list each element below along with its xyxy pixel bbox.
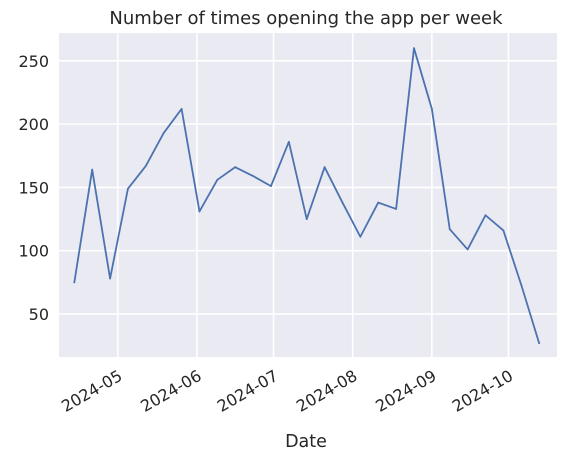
x-tick-label: 2024-05 (58, 366, 125, 416)
data-point (234, 166, 237, 169)
data-point (395, 208, 398, 210)
y-tick-labels: 50 100 150 200 250 (18, 52, 49, 324)
data-point (466, 248, 469, 251)
data-point (538, 342, 541, 344)
y-gridlines (59, 60, 557, 315)
y-tick-label: 150 (18, 178, 49, 197)
data-point (305, 218, 308, 220)
chart-title: Number of times opening the app per week (109, 8, 503, 29)
data-point (252, 175, 254, 177)
data-point (180, 108, 183, 110)
data-point (359, 235, 362, 238)
data-point (377, 201, 380, 204)
data-point (520, 283, 523, 286)
data-point (127, 187, 129, 190)
data-point (287, 140, 290, 143)
data-point (448, 228, 451, 231)
data-point (323, 166, 326, 169)
x-axis-label: Date (285, 432, 327, 452)
x-tick-labels: 2024-05 2024-06 2024-07 2024-08 2024-09 2024-… (58, 366, 516, 416)
x-tick-label: 2024-10 (449, 366, 516, 416)
data-point (413, 47, 415, 50)
y-tick-label: 200 (18, 115, 49, 134)
data-point (502, 229, 505, 232)
data-point (216, 178, 219, 181)
data-point (270, 185, 272, 188)
x-gridlines (116, 33, 510, 357)
data-point (341, 201, 344, 204)
x-tick-label: 2024-08 (293, 366, 360, 416)
data-point (430, 108, 433, 110)
data-point (109, 277, 111, 280)
data-point (198, 210, 201, 213)
data-point (484, 214, 487, 217)
data-point (91, 168, 94, 171)
data-point (73, 281, 76, 284)
y-tick-label: 250 (18, 52, 49, 71)
plot-background (59, 33, 557, 357)
series-layer (73, 47, 541, 344)
x-tick-label: 2024-07 (214, 366, 281, 416)
y-tick-label: 100 (18, 242, 49, 261)
x-tick-label: 2024-09 (372, 366, 439, 416)
data-point (144, 164, 147, 167)
y-tick-label: 50 (29, 305, 49, 324)
x-tick-label: 2024-06 (137, 366, 204, 416)
data-point (162, 132, 165, 134)
